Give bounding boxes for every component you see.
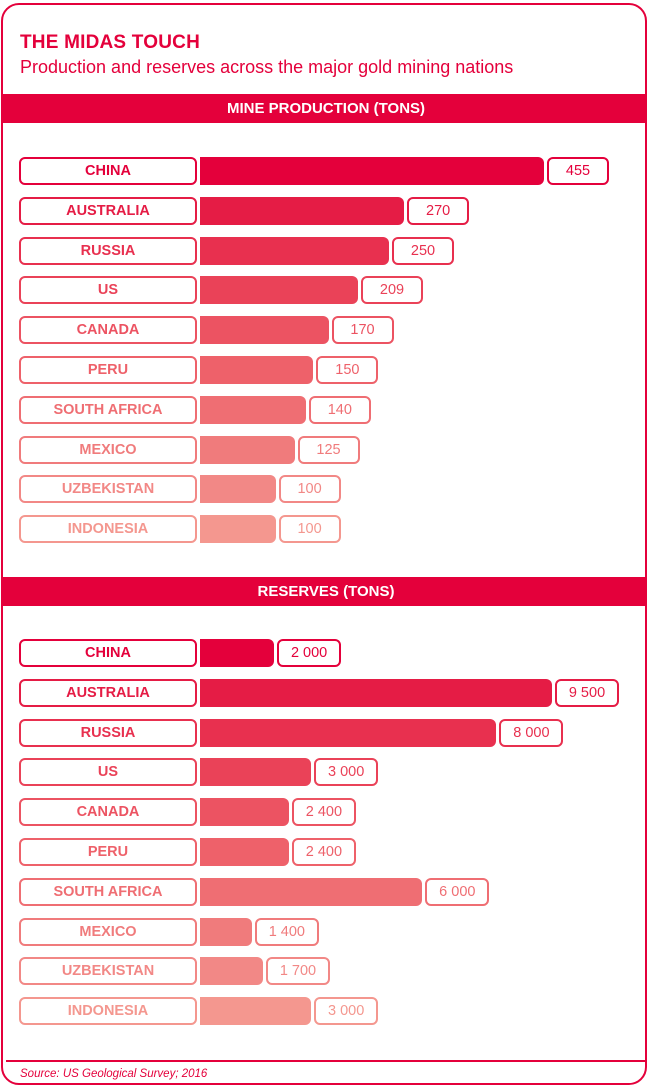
- category-label: RUSSIA: [19, 718, 197, 747]
- category-label: AUSTRALIA: [19, 196, 197, 225]
- category-label: UZBEKISTAN: [19, 475, 197, 504]
- value-label: 170: [331, 316, 394, 345]
- value-label: 209: [361, 276, 423, 305]
- value-label: 100: [278, 515, 341, 544]
- bar: [200, 356, 314, 384]
- category-label: INDONESIA: [19, 997, 197, 1026]
- category-label: MEXICO: [19, 917, 197, 946]
- category-label: PERU: [19, 356, 197, 384]
- value-label: 100: [278, 475, 341, 504]
- value-label: 3 000: [314, 758, 379, 787]
- value-label: 2 400: [291, 798, 356, 827]
- category-label: MEXICO: [19, 435, 197, 464]
- category-label: INDONESIA: [19, 515, 197, 544]
- bar: [200, 435, 295, 464]
- value-label: 150: [316, 356, 379, 384]
- value-label: 3 000: [314, 997, 379, 1026]
- bar: [200, 718, 497, 747]
- value-label: 125: [297, 435, 360, 464]
- bar: [200, 316, 329, 345]
- category-label: SOUTH AFRICA: [19, 877, 197, 906]
- page-title: THE MIDAS TOUCH: [20, 32, 200, 53]
- bar: [200, 798, 289, 827]
- category-label: CANADA: [19, 798, 197, 827]
- value-label: 8 000: [499, 718, 564, 747]
- bar: [200, 515, 276, 544]
- value-label: 455: [547, 157, 609, 185]
- value-label: 2 000: [277, 639, 342, 667]
- bar: [200, 838, 289, 866]
- category-label: SOUTH AFRICA: [19, 395, 197, 424]
- bar: [200, 236, 389, 265]
- category-label: CHINA: [19, 157, 197, 185]
- value-label: 250: [392, 236, 454, 265]
- bar: [200, 758, 312, 787]
- value-label: 9 500: [555, 678, 619, 707]
- bar: [200, 395, 306, 424]
- category-label: CHINA: [19, 639, 197, 667]
- value-label: 1 700: [265, 957, 330, 986]
- value-label: 1 400: [254, 917, 319, 946]
- value-label: 140: [308, 395, 371, 424]
- bar: [200, 957, 263, 986]
- category-label: AUSTRALIA: [19, 678, 197, 707]
- production-section-header: MINE PRODUCTION (TONS): [3, 94, 645, 123]
- category-label: RUSSIA: [19, 236, 197, 265]
- bar: [200, 639, 275, 667]
- category-label: PERU: [19, 838, 197, 866]
- reserves-section-header: RESERVES (TONS): [3, 577, 645, 606]
- infographic-card: THE MIDAS TOUCH Production and reserves …: [1, 3, 647, 1085]
- bar: [200, 276, 358, 305]
- value-label: 6 000: [425, 877, 490, 906]
- value-label: 2 400: [291, 838, 356, 866]
- bar: [200, 475, 276, 504]
- bar: [200, 196, 405, 225]
- category-label: US: [19, 276, 197, 305]
- category-label: CANADA: [19, 316, 197, 345]
- bar: [200, 917, 252, 946]
- value-label: 270: [407, 196, 470, 225]
- footer-divider: [6, 1060, 645, 1062]
- page-subtitle: Production and reserves across the major…: [20, 57, 514, 77]
- bar: [200, 157, 544, 185]
- category-label: US: [19, 758, 197, 787]
- source-note: Source: US Geological Survey; 2016: [20, 1068, 208, 1080]
- bar: [200, 877, 423, 906]
- category-label: UZBEKISTAN: [19, 957, 197, 986]
- bar: [200, 678, 552, 707]
- bar: [200, 997, 312, 1026]
